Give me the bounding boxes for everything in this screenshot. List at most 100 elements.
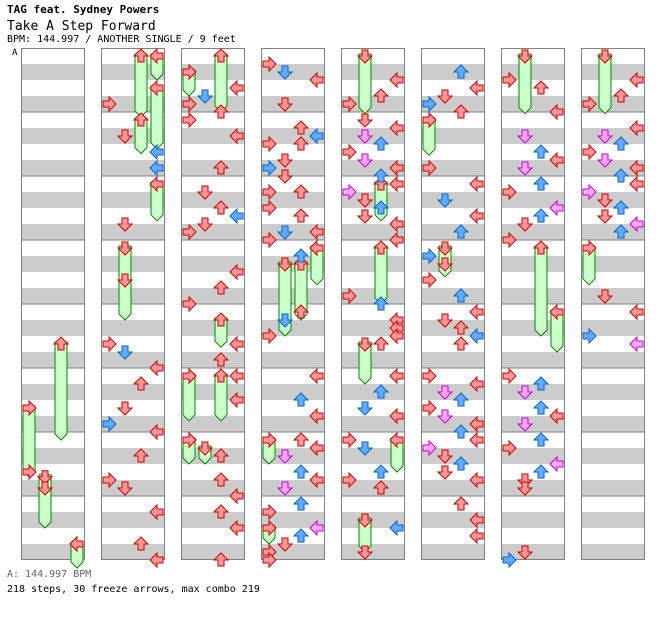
beat-stripe [581, 288, 645, 304]
beat-stripe [501, 160, 565, 176]
step-arrow-down [356, 193, 374, 208]
beat-stripe [101, 192, 165, 208]
beat-stripe [101, 480, 165, 496]
freeze-arrow-head [372, 240, 390, 255]
beat-stripe [421, 448, 485, 464]
beat-stripe [421, 416, 485, 432]
beat-stripe [581, 224, 645, 240]
beat-stripe [261, 448, 325, 464]
step-arrow-up [292, 392, 310, 407]
column-border [101, 48, 165, 560]
freeze-arrow-head [276, 257, 294, 272]
step-arrow-up [452, 392, 470, 407]
beat-stripe [581, 320, 645, 336]
step-arrow-up [532, 176, 550, 191]
step-arrow-down [436, 313, 454, 328]
beat-stripe [101, 128, 165, 144]
step-arrow-right [389, 215, 404, 233]
freeze-arrow-body [598, 53, 612, 115]
beat-stripe [341, 96, 405, 112]
step-arrow-right [549, 103, 564, 121]
beat-stripe [581, 256, 645, 272]
step-arrow-down [276, 481, 294, 496]
step-arrow-right [309, 407, 324, 425]
beat-stripe [421, 96, 485, 112]
beat-stripe [21, 224, 85, 240]
step-arrow-left [342, 183, 357, 201]
step-arrow-up [612, 88, 630, 103]
step-arrow-right [309, 71, 324, 89]
freeze-arrow-head [356, 49, 374, 64]
column-border [341, 48, 405, 560]
step-arrow-left [502, 231, 517, 249]
beat-stripe [581, 448, 645, 464]
beat-stripe [341, 160, 405, 176]
beat-stripe [21, 544, 85, 560]
step-arrow-right [629, 335, 644, 353]
beat-stripe [101, 352, 165, 368]
step-arrow-up [532, 208, 550, 223]
step-arrow-left [262, 159, 277, 177]
step-arrow-left [22, 463, 37, 481]
step-arrow-down [436, 193, 454, 208]
step-arrow-right [389, 407, 404, 425]
beat-stripe [421, 480, 485, 496]
beat-stripe [181, 448, 245, 464]
step-arrow-right [469, 431, 484, 449]
beat-stripe [181, 224, 245, 240]
freeze-arrow-body [134, 53, 148, 118]
freeze-arrow-head [516, 49, 534, 64]
step-arrow-left [262, 199, 277, 217]
step-arrow-down [436, 465, 454, 480]
step-arrow-right [69, 535, 84, 553]
step-arrow-up [132, 376, 150, 391]
beat-stripe [261, 224, 325, 240]
beat-stripe [101, 96, 165, 112]
beat-stripe [421, 320, 485, 336]
beat-stripe [101, 288, 165, 304]
step-arrow-up [212, 104, 230, 119]
freeze-arrow-head [149, 79, 164, 97]
step-arrow-right [389, 71, 404, 89]
beat-stripe [181, 480, 245, 496]
step-arrow-left [422, 271, 437, 289]
step-arrow-down [116, 217, 134, 232]
beat-stripe [581, 96, 645, 112]
step-arrow-right [549, 151, 564, 169]
step-arrow-left [262, 327, 277, 345]
step-arrow-left [582, 327, 597, 345]
step-arrow-up [132, 448, 150, 463]
beat-stripe [101, 544, 165, 560]
step-arrow-down [356, 129, 374, 144]
beat-stripe [181, 384, 245, 400]
beat-stripe [261, 192, 325, 208]
beat-stripe [581, 544, 645, 560]
beat-stripe [261, 96, 325, 112]
step-arrow-down [356, 153, 374, 168]
step-arrow-right [469, 511, 484, 529]
beat-stripe [581, 512, 645, 528]
step-arrow-up [372, 480, 390, 495]
beat-stripe [21, 320, 85, 336]
step-arrow-left [422, 95, 437, 113]
beat-stripe [341, 256, 405, 272]
freeze-arrow-body [534, 245, 548, 337]
step-arrow-down [516, 417, 534, 432]
beat-stripe [261, 160, 325, 176]
step-arrow-left [102, 471, 117, 489]
step-arrow-right [309, 367, 324, 385]
step-arrow-up [372, 136, 390, 151]
beat-stripe [341, 544, 405, 560]
step-arrow-left [422, 247, 437, 265]
beat-stripe [341, 192, 405, 208]
beat-stripe [261, 384, 325, 400]
beat-stripe [21, 288, 85, 304]
column-border [421, 48, 485, 560]
beat-stripe [261, 512, 325, 528]
freeze-arrow-head [292, 256, 310, 271]
freeze-arrow-head [52, 336, 70, 351]
beat-stripe [101, 384, 165, 400]
beat-stripe [181, 64, 245, 80]
step-arrow-up [292, 120, 310, 135]
beat-stripe [501, 128, 565, 144]
